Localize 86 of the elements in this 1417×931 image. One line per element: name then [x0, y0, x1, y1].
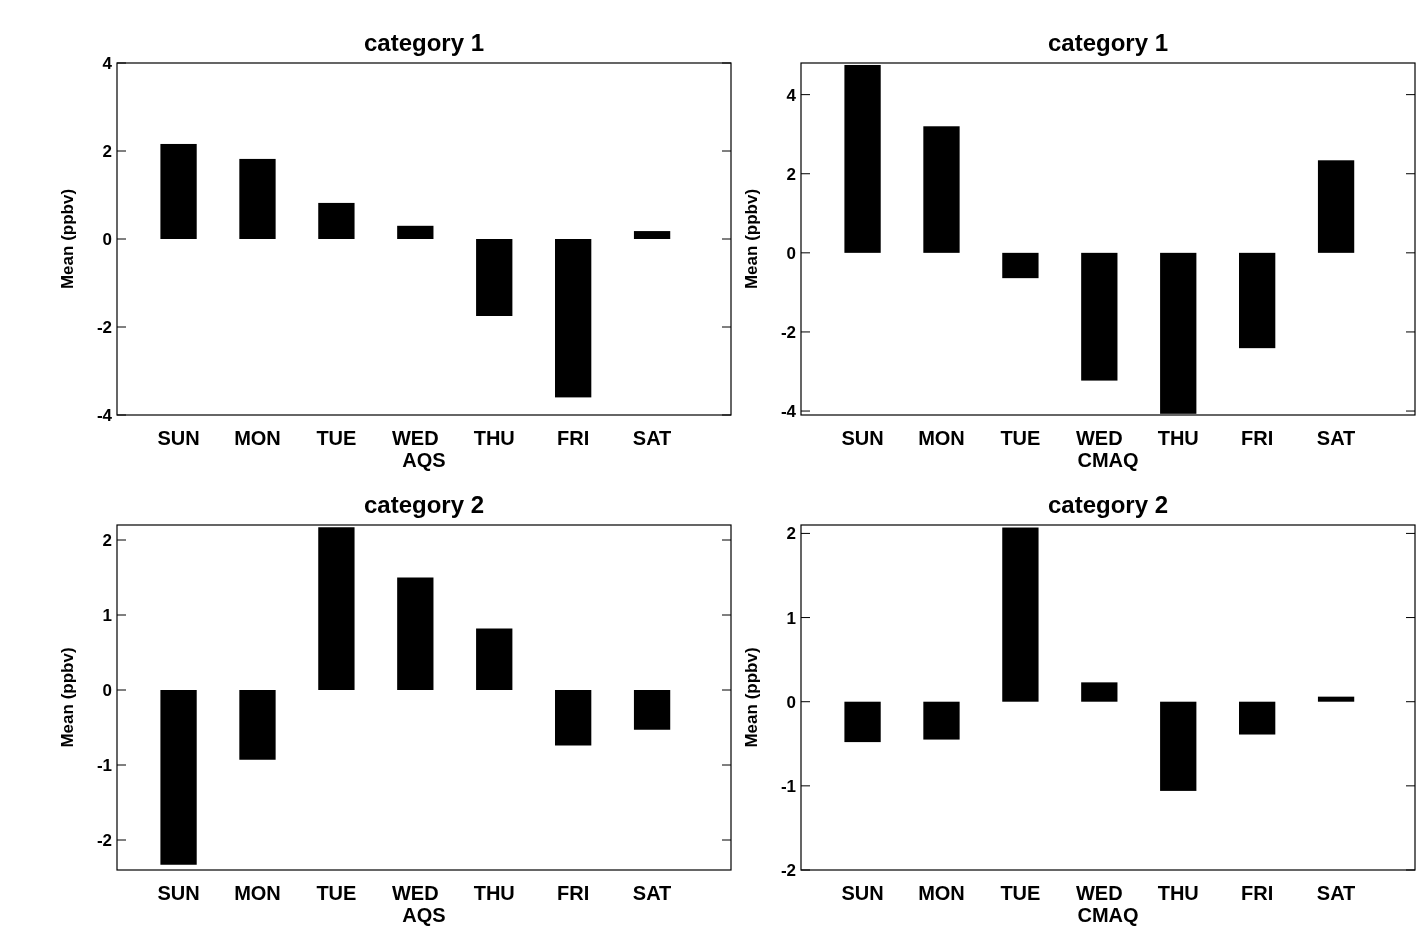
y-tick-label: 2	[102, 141, 112, 161]
y-tick-label: -2	[96, 830, 112, 850]
x-axis-title: AQS	[402, 904, 446, 926]
x-tick-label: TUE	[1000, 427, 1041, 449]
y-tick-label: 2	[102, 530, 112, 550]
y-tick-label: 2	[786, 524, 796, 544]
x-tick-label: WED	[391, 882, 439, 904]
x-tick-label: THU	[473, 882, 515, 904]
y-axis-title: Mean (ppbv)	[58, 647, 77, 748]
x-tick-label: TUE	[1000, 882, 1041, 904]
bar	[633, 231, 671, 239]
bar	[1239, 701, 1276, 735]
x-tick-label: WED	[1075, 882, 1123, 904]
x-tick-label: MON	[234, 427, 281, 449]
bar	[1002, 527, 1039, 702]
y-tick-label: -2	[96, 317, 112, 337]
y-tick-label: -4	[96, 405, 113, 425]
y-tick-label: 4	[786, 85, 797, 105]
bar	[160, 143, 197, 239]
x-tick-label: TUE	[316, 427, 357, 449]
y-tick-label: 4	[102, 53, 113, 73]
y-tick-label: 0	[102, 229, 112, 249]
x-tick-label: SUN	[157, 882, 200, 904]
y-tick-label: -4	[780, 401, 797, 421]
x-tick-label: SUN	[157, 427, 200, 449]
bar	[1002, 252, 1039, 279]
bar	[239, 158, 276, 239]
x-tick-label: MON	[234, 882, 281, 904]
bar	[633, 690, 671, 730]
x-tick-label: THU	[1157, 427, 1199, 449]
bar	[476, 239, 513, 316]
y-tick-label: 0	[786, 692, 796, 712]
bar	[476, 628, 513, 690]
y-axis-title: Mean (ppbv)	[742, 647, 761, 748]
bar	[1317, 696, 1355, 702]
y-tick-label: 0	[102, 680, 112, 700]
x-axis-title: AQS	[402, 449, 446, 471]
x-tick-label: SAT	[632, 427, 672, 449]
y-tick-label: -2	[780, 322, 796, 342]
bar	[1239, 252, 1276, 349]
bar	[397, 225, 434, 239]
y-tick-label: 0	[786, 243, 796, 263]
y-tick-label: -1	[780, 776, 796, 796]
bar	[844, 701, 881, 743]
x-tick-label: TUE	[316, 882, 357, 904]
chart-title: category 1	[1047, 29, 1169, 56]
bar	[160, 690, 197, 865]
x-tick-label: SUN	[841, 882, 884, 904]
x-tick-label: FRI	[557, 882, 590, 904]
bar	[1081, 252, 1118, 381]
bar	[397, 577, 434, 690]
x-tick-label: FRI	[1241, 427, 1274, 449]
x-tick-label: SAT	[1316, 427, 1356, 449]
y-tick-label: -1	[96, 755, 112, 775]
x-tick-label: SAT	[632, 882, 672, 904]
y-axis-title: Mean (ppbv)	[742, 188, 761, 290]
x-tick-label: WED	[391, 427, 439, 449]
bar	[555, 239, 592, 398]
bar	[923, 701, 960, 740]
x-tick-label: FRI	[1241, 882, 1274, 904]
y-tick-label: -2	[780, 860, 796, 880]
x-tick-label: SAT	[1316, 882, 1356, 904]
y-tick-label: 2	[786, 164, 796, 184]
bar	[1317, 160, 1355, 253]
x-tick-label: SUN	[841, 427, 884, 449]
bar	[239, 690, 276, 760]
chart-title: category 2	[363, 491, 485, 518]
bar	[318, 527, 355, 690]
x-tick-label: THU	[473, 427, 515, 449]
bar	[555, 690, 592, 746]
bar	[923, 126, 960, 253]
x-tick-label: THU	[1157, 882, 1199, 904]
bar	[318, 202, 355, 239]
x-tick-label: MON	[918, 427, 965, 449]
y-axis-title: Mean (ppbv)	[58, 188, 77, 290]
x-tick-label: WED	[1075, 427, 1123, 449]
x-tick-label: MON	[918, 882, 965, 904]
y-tick-label: 1	[786, 608, 796, 628]
x-tick-label: FRI	[557, 427, 590, 449]
bar	[1081, 682, 1118, 702]
x-axis-title: CMAQ	[1077, 449, 1139, 471]
chart-title: category 2	[1047, 491, 1169, 518]
bar	[1160, 701, 1197, 791]
y-tick-label: 1	[102, 605, 112, 625]
chart-title: category 1	[363, 29, 485, 56]
x-axis-title: CMAQ	[1077, 904, 1139, 926]
